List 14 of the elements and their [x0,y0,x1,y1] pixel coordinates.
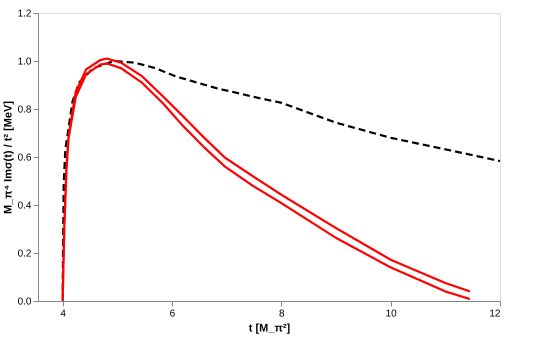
x-axis-title: t [M_π²] [248,322,291,334]
y-tick-label: 0.6 [18,152,32,164]
x-tick-label: 10 [386,308,398,320]
x-tick-label: 4 [60,308,66,320]
y-tick-label: 0.2 [18,248,32,260]
y-tick-label: 1.0 [18,56,32,68]
y-tick-label: 0.8 [18,104,32,116]
y-tick-label: 1.2 [18,8,32,20]
x-tick-label: 6 [170,308,176,320]
x-tick-label: 12 [489,308,501,320]
y-tick-label: 0.4 [18,200,32,212]
y-tick-label: 0.0 [18,296,32,308]
x-tick-label: 8 [279,308,286,320]
y-axis-title: M_π⁴ Imσ(t) / t² [MeV] [2,100,15,214]
